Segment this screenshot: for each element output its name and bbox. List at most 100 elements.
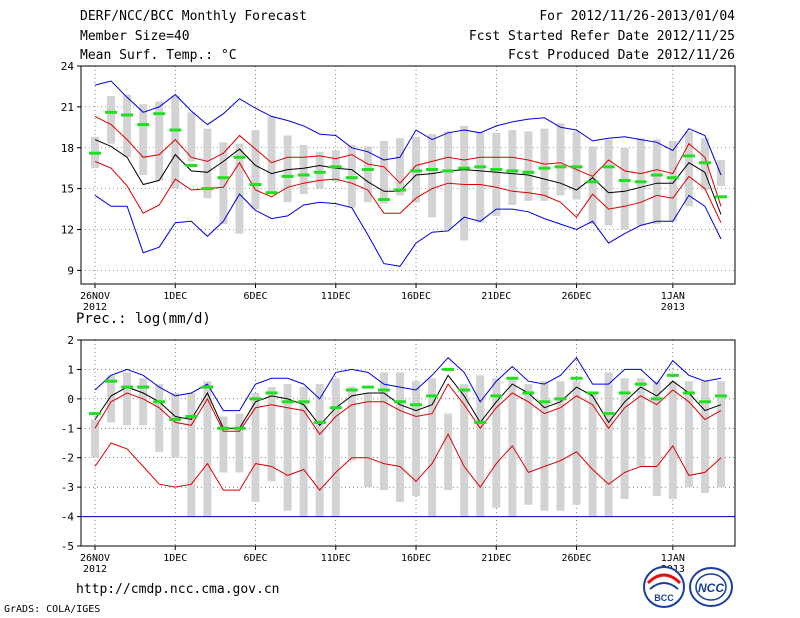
temp-spread-box [123,94,132,158]
temp-spread-box [395,138,404,196]
prec-spread-box [492,378,501,508]
temp-spread-box [299,145,308,195]
prec-spread-box [219,416,228,473]
prec-spread-box [700,381,709,494]
temp-spread-box [155,101,164,181]
temp-median-mark [586,180,599,184]
temp-median-mark [361,168,374,172]
prec-xtick-label: 6DEC [243,553,267,564]
temp-spread-box [540,128,549,201]
prec-median-mark [393,400,406,404]
started-date: Fcst Started Refer Date 2012/11/25 [468,29,735,44]
prec-xtick-year: 2012 [83,564,107,575]
footer-url[interactable]: http://cmdp.ncc.cma.gov.cn [76,582,280,597]
temp-spread-box [203,128,212,199]
temp-median-mark [538,166,551,170]
prec-median-mark [345,388,358,392]
temp-median-mark [121,113,134,117]
temp-median-mark [506,169,519,173]
prec-spread-box [203,381,212,517]
temp-median-mark [201,187,214,191]
temp-median-mark [490,168,503,172]
temp-xtick-label: 1DEC [163,291,187,302]
temp-spread-box [444,131,453,230]
prec-spread-box [107,375,116,423]
bcc-logo: BCC [643,566,685,608]
temp-spread-box [219,142,228,225]
temp-line-mean [94,139,722,215]
temp-median-mark [458,166,471,170]
temp-median-mark [618,178,631,182]
temp-xtick-label: 16DEC [401,291,431,302]
prec-median-mark [169,417,182,421]
prec-spread-box [636,378,645,467]
prec-ytick-label: -2 [61,452,74,465]
temp-xtick-label: 1JAN [661,291,685,302]
prec-median-mark [570,376,583,380]
temp-ytick-label: 12 [61,224,74,237]
precip-label: Prec.: log(mm/d) [76,311,211,327]
prec-spread-box [283,384,292,511]
prec-spread-box [331,378,340,517]
prec-median-mark [538,400,551,404]
prec-median-mark [490,394,503,398]
temp-median-mark [522,170,535,174]
prec-median-mark [105,379,118,383]
prec-median-mark [666,373,679,377]
prec-spread-box [91,419,99,458]
temp-median-mark [105,110,118,114]
temp-median-mark [426,168,439,172]
prec-xtick-label: 26NOV [80,553,110,564]
prec-spread-box [572,381,581,505]
temp-plot-frame [80,65,736,285]
prec-median-mark [715,394,727,398]
prec-spread-box [395,372,404,502]
temp-spread-box [556,123,565,196]
temp-median-mark [345,176,358,180]
forecast-period: For 2012/11/26-2013/01/04 [539,9,735,24]
prec-ytick-label: -5 [61,540,74,553]
prec-spread-box [460,384,469,517]
prec-spread-box [315,384,324,517]
prec-median-mark [313,420,326,424]
prec-median-mark [602,412,615,416]
temp-spread-box [476,132,485,223]
prec-spread-box [412,381,421,496]
prec-median-mark [634,382,647,386]
prec-ytick-label: 1 [67,363,74,376]
prec-median-mark [618,391,631,395]
temp-spread-box [684,131,693,207]
prec-spread-box [251,392,260,502]
temp-spread-box [235,143,244,234]
prec-median-mark [217,426,230,430]
temp-spread-box [524,131,533,201]
temp-line-lower [94,160,722,223]
svg-text:NCC: NCC [698,581,724,595]
temp-spread-box [588,146,597,225]
prec-median-mark [650,397,663,401]
temp-xtick-label: 6DEC [243,291,267,302]
temp-median-mark [329,165,342,169]
prec-median-mark [426,394,439,398]
prec-spread-box [556,381,565,511]
temp-median-mark [570,165,583,169]
prec-plot-frame [80,339,736,547]
temp-median-mark [297,173,310,177]
prec-median-mark [506,376,519,380]
temp-spread-box [668,140,677,222]
grads-credit: GrADS: COLA/IGES [4,604,101,615]
prec-spread-box [524,384,533,505]
prec-median-mark [361,385,374,389]
prec-xtick-label: 11DEC [321,553,351,564]
temp-median-mark [474,165,487,169]
prec-spread-box [123,372,132,426]
temp-spread-box [460,125,469,241]
prec-median-mark [698,400,711,404]
prec-spread-box [363,392,372,488]
prec-median-mark [265,391,278,395]
temp-spread-box [508,130,517,205]
prec-spread-box [652,381,661,496]
prec-spread-box [267,387,276,482]
temp-median-mark [89,151,101,155]
